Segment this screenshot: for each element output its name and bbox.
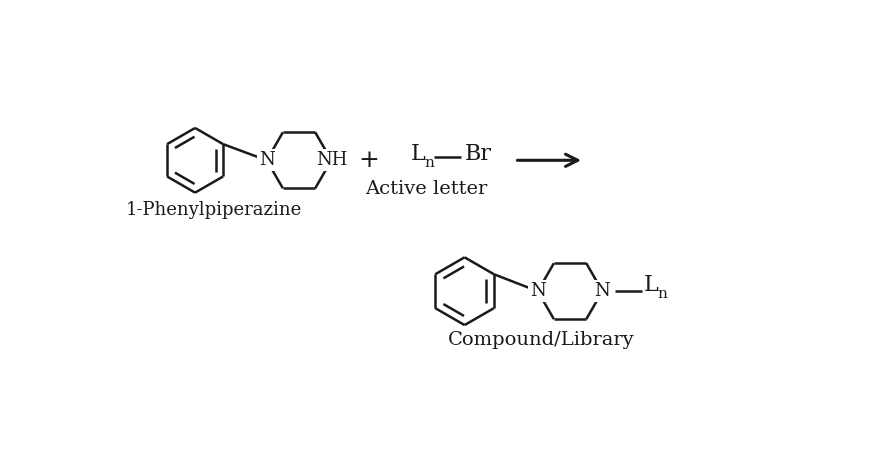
Text: N: N xyxy=(259,151,274,169)
Text: n: n xyxy=(425,157,435,170)
Text: Active letter: Active letter xyxy=(365,180,487,198)
Text: Br: Br xyxy=(465,143,492,165)
Text: L: L xyxy=(410,143,426,165)
Text: N: N xyxy=(595,282,610,300)
Text: 1-Phenylpiperazine: 1-Phenylpiperazine xyxy=(126,200,303,218)
Text: N: N xyxy=(530,282,546,300)
Text: +: + xyxy=(358,149,379,172)
Text: L: L xyxy=(644,274,659,296)
Text: n: n xyxy=(658,288,668,301)
Text: Compound/Library: Compound/Library xyxy=(448,331,635,349)
Text: NH: NH xyxy=(315,151,347,169)
